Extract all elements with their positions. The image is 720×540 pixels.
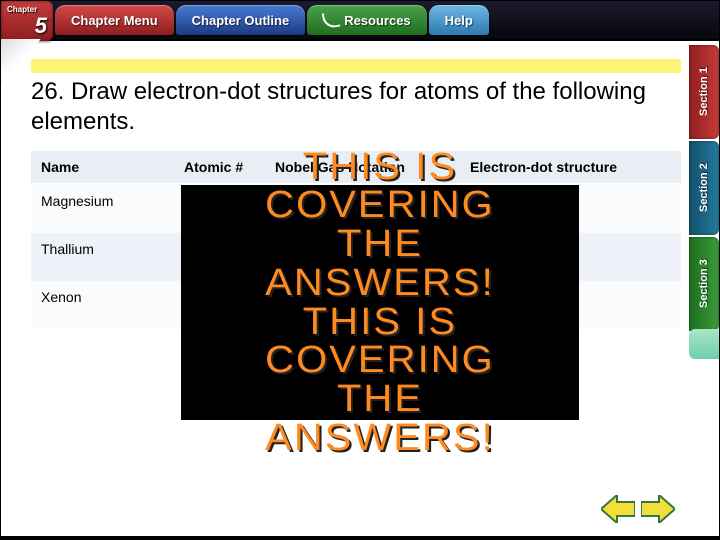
- cover-line: THE: [178, 225, 581, 264]
- cell-name: Magnesium: [31, 184, 174, 233]
- col-name: Name: [31, 151, 174, 184]
- sidetab-section-3[interactable]: Section 3: [689, 237, 719, 331]
- resources-icon: [322, 11, 341, 30]
- next-arrow-button[interactable]: [641, 495, 675, 523]
- cover-line: THIS IS: [178, 148, 581, 187]
- cover-line: ANSWERS!: [178, 419, 581, 458]
- cover-line: COVERING: [178, 341, 581, 380]
- cover-line: THIS IS: [178, 303, 581, 342]
- sidetab-section-1[interactable]: Section 1: [689, 45, 719, 139]
- prev-arrow-button[interactable]: [601, 495, 635, 523]
- tab-label: Resources: [344, 13, 410, 28]
- chapter-label: Chapter: [7, 5, 37, 14]
- tab-label: Chapter Menu: [71, 13, 158, 28]
- tab-help[interactable]: Help: [429, 5, 489, 35]
- cover-line: THE: [178, 380, 581, 419]
- chapter-badge: Chapter 5: [1, 1, 53, 41]
- side-accent-decoration: [689, 329, 719, 359]
- sidetab-section-2[interactable]: Section 2: [689, 141, 719, 235]
- tab-label: Help: [445, 13, 473, 28]
- section-sidetabs: Section 1 Section 2 Section 3: [689, 45, 719, 333]
- question-text: 26. Draw electron-dot structures for ato…: [31, 77, 681, 137]
- answers-cover-overlay: THIS IS COVERING THE ANSWERS! THIS IS CO…: [181, 185, 579, 420]
- slide-page: Chapter 5 Chapter Menu Chapter Outline R…: [0, 0, 720, 540]
- cell-name: Thallium: [31, 233, 174, 281]
- top-nav: Chapter 5 Chapter Menu Chapter Outline R…: [1, 1, 719, 41]
- tab-chapter-outline[interactable]: Chapter Outline: [176, 5, 306, 35]
- nav-arrows: [601, 495, 675, 523]
- sidetab-label: Section 2: [698, 164, 710, 213]
- tab-resources[interactable]: Resources: [307, 5, 426, 35]
- bottom-border: [1, 536, 719, 539]
- title-highlight: [31, 59, 681, 73]
- tab-chapter-menu[interactable]: Chapter Menu: [55, 5, 174, 35]
- cell-name: Xenon: [31, 281, 174, 329]
- sidetab-label: Section 3: [698, 260, 710, 309]
- cover-line: ANSWERS!: [178, 264, 581, 303]
- arrow-right-icon: [641, 495, 675, 523]
- chapter-number: 5: [35, 13, 47, 39]
- arrow-left-icon: [601, 495, 635, 523]
- sidetab-label: Section 1: [698, 68, 710, 117]
- cover-line: COVERING: [178, 186, 581, 225]
- tab-label: Chapter Outline: [192, 13, 290, 28]
